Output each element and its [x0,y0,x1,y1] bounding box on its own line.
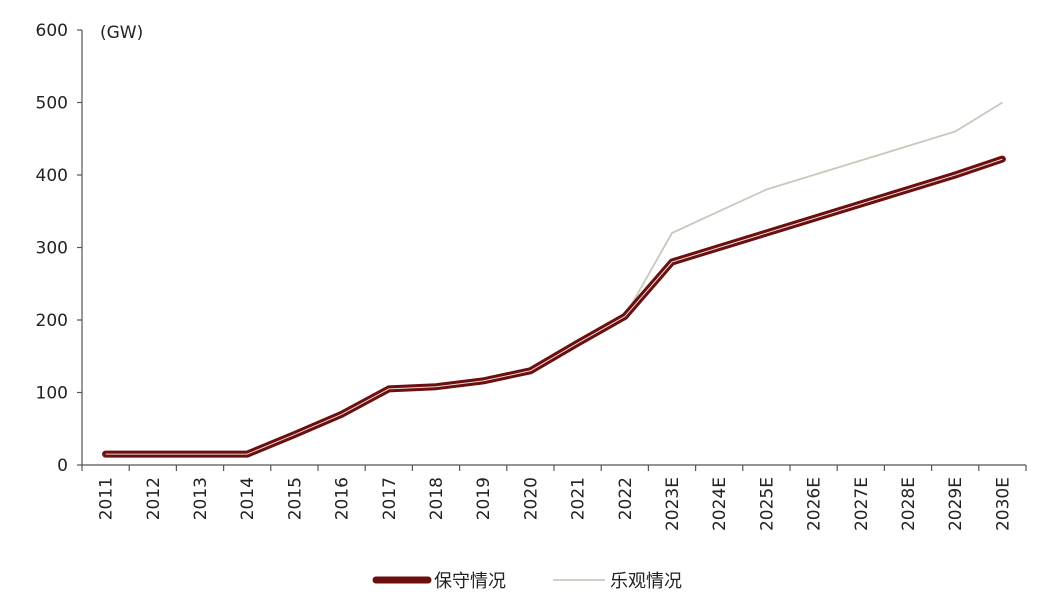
x-tick-label: 2017 [380,477,400,520]
x-tick-label: 2013 [191,477,211,520]
x-tick-label: 2029E [946,477,966,531]
legend: 保守情况 乐观情况 [372,571,682,592]
legend-label-optimistic: 乐观情况 [610,571,682,592]
y-tick-label: 0 [57,456,68,476]
x-axis-ticks: 2011 2012 2013 2014 2015 2016 2017 2018 2019 2020… [81,465,1027,531]
y-tick-label: 200 [36,311,68,331]
series-line-optimistic [105,101,1003,456]
x-tick-label: 2028E [899,477,919,531]
x-tick-label: 2020 [521,477,541,520]
x-tick-label: 2011 [97,477,117,520]
x-tick-label: 2015 [285,477,305,520]
unit-label: (GW) [100,23,143,43]
x-tick-label: 2030E [993,477,1013,531]
y-tick-label: 300 [36,239,68,259]
axes [81,30,1026,466]
x-tick-label: 2027E [852,477,872,531]
x-tick-label: 2019 [474,477,494,520]
x-tick-label: 2016 [333,477,353,520]
x-tick-label: 2026E [805,477,825,531]
y-tick-label: 500 [36,94,68,114]
x-tick-label: 2022 [616,477,636,520]
x-tick-label: 2014 [238,477,258,520]
x-tick-label: 2025E [757,477,777,531]
y-tick-label: 400 [36,166,68,186]
y-tick-label: 100 [36,384,68,404]
series-group [102,101,1006,458]
series-line-conservative-highlight [105,158,1003,455]
x-tick-label: 2024E [710,477,730,531]
y-axis-ticks: 0 100 200 300 400 500 600 [36,21,82,476]
legend-label-conservative: 保守情况 [434,571,506,592]
x-tick-label: 2012 [144,477,164,520]
x-tick-label: 2021 [569,477,589,520]
x-tick-label: 2018 [427,477,447,520]
y-tick-label: 600 [36,21,68,41]
series-line-conservative [102,155,1006,458]
x-tick-label: 2023E [663,477,683,531]
